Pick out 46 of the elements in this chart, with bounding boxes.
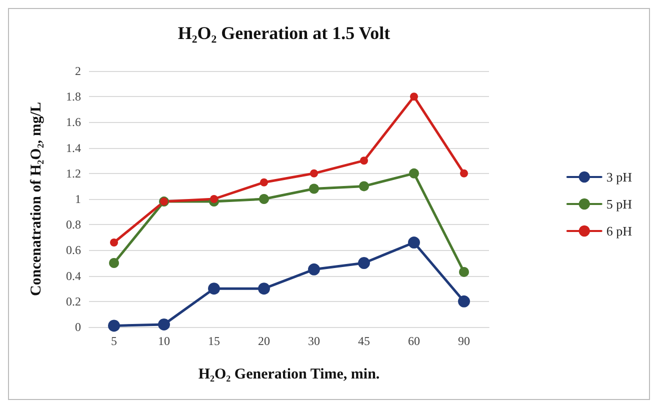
y-tick-label: 1.6 (66, 115, 81, 130)
point (108, 320, 120, 332)
legend-label: 3 pH (606, 170, 632, 184)
point (358, 257, 370, 269)
x-tick-label: 60 (408, 334, 420, 348)
point (459, 266, 469, 277)
y-tick-label: 1.2 (66, 166, 81, 180)
y-tick-label: 0.6 (66, 243, 81, 258)
y-tick-label: 2 (75, 64, 81, 78)
legend-label: 6 pH (606, 224, 632, 238)
y-tick-label: 1.4 (66, 140, 81, 155)
point (208, 282, 220, 295)
point (409, 168, 419, 178)
chart-title: H₂O₂ Generation at 1.5 Volt (178, 23, 390, 43)
x-tick-label: 20 (258, 334, 270, 348)
point (308, 263, 320, 276)
legend-label: 5 pH (606, 196, 632, 212)
y-tick-label: 0.2 (66, 294, 81, 308)
x-tick-label: 10 (158, 334, 170, 348)
point (410, 92, 418, 101)
point (360, 156, 368, 165)
y-tick-label: 0.8 (66, 218, 81, 232)
x-tick-label: 15 (208, 334, 220, 348)
y-tick-label: 1 (75, 192, 81, 206)
point (408, 236, 420, 249)
x-tick-label: 5 (111, 334, 117, 348)
x-tick-label: 30 (308, 334, 320, 348)
y-tick-label: 1.8 (66, 90, 81, 104)
point (110, 238, 118, 247)
point (258, 282, 270, 295)
x-tick-label: 45 (358, 334, 370, 348)
point (210, 195, 218, 203)
point (158, 318, 170, 330)
point (460, 169, 468, 178)
x-tick-label: 90 (458, 334, 470, 348)
point (309, 184, 319, 194)
x-axis-title: H₂O₂ Generation Time, min. (198, 366, 380, 382)
point (260, 178, 268, 186)
point (359, 181, 369, 192)
y-axis-title: Concenatration of H₂O₂, mg/L (28, 102, 44, 296)
point (259, 194, 269, 204)
point (310, 169, 318, 178)
point (458, 295, 470, 308)
y-tick-label: 0.4 (66, 268, 81, 283)
y-tick-label: 0 (75, 320, 81, 334)
point (109, 258, 119, 268)
